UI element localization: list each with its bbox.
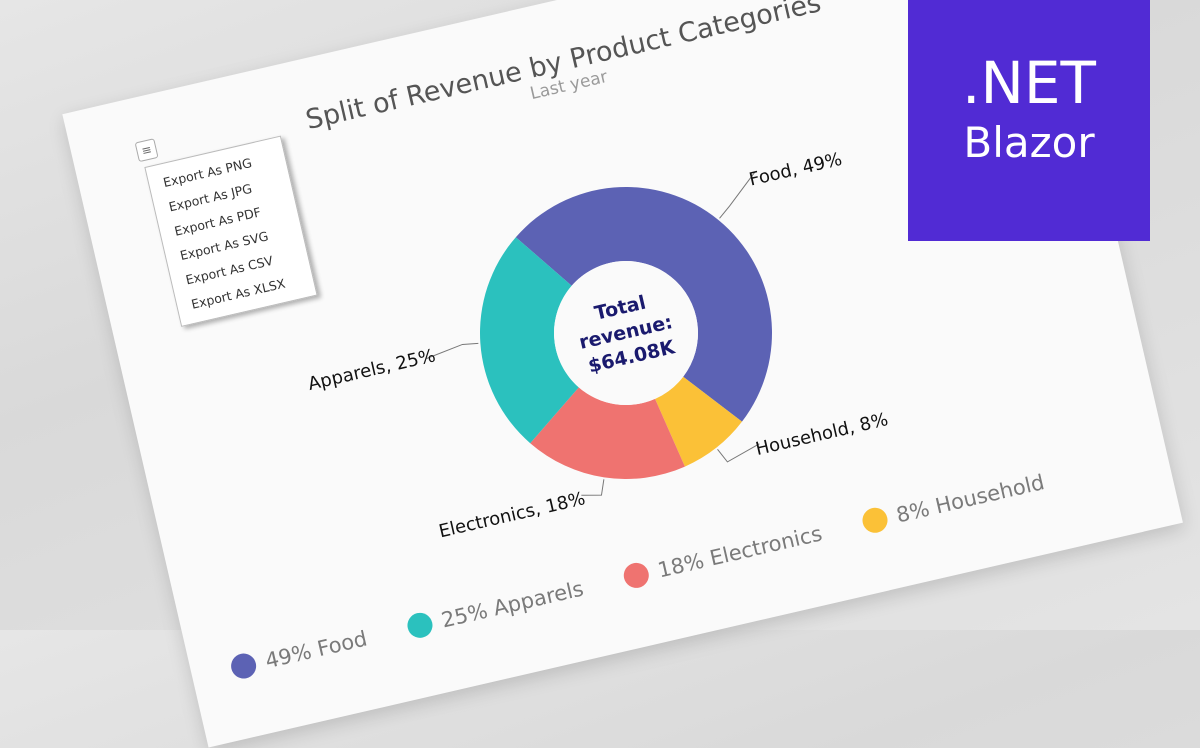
donut-hole xyxy=(554,261,698,405)
brand-line-1: .NET xyxy=(962,49,1096,117)
dotnet-blazor-badge: .NET Blazor xyxy=(908,0,1150,241)
brand-line-2: Blazor xyxy=(963,118,1095,167)
leader-line-food xyxy=(719,171,756,219)
leader-line-apparels xyxy=(426,342,479,359)
leader-line-household xyxy=(717,443,760,463)
chart-card: Split of Revenue by Product Categories L… xyxy=(62,0,1183,748)
slice-electronics[interactable] xyxy=(520,368,685,502)
slice-food[interactable] xyxy=(510,158,794,462)
leader-line-electronics xyxy=(581,479,605,496)
slice-household[interactable] xyxy=(652,366,749,470)
donut-chart xyxy=(426,158,794,502)
slice-apparels[interactable] xyxy=(457,227,604,449)
